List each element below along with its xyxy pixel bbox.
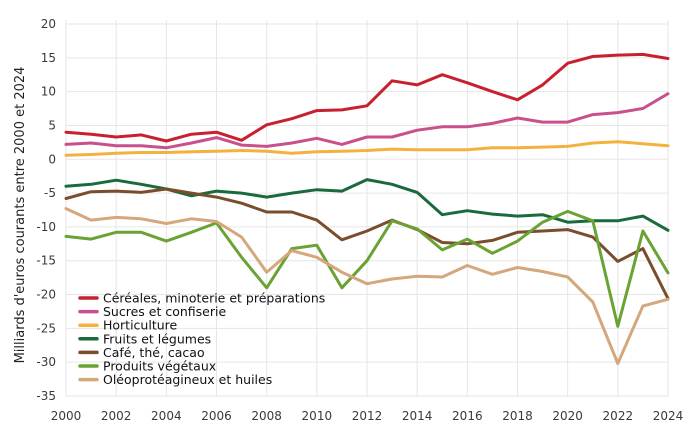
legend-label-cereales-minoterie-et-preparations: Céréales, minoterie et préparations <box>103 291 325 306</box>
y-axis-label: Milliards d'euros courants entre 2000 et… <box>13 67 28 364</box>
legend-label-cafe-the-cacao: Café, thé, cacao <box>103 345 205 360</box>
x-tick-label: 2008 <box>251 409 282 423</box>
series-lines <box>64 52 670 365</box>
series-line-cereales-minoterie-et-preparations <box>64 52 670 143</box>
x-tick-label: 2010 <box>302 409 333 423</box>
x-tick-label: 2016 <box>452 409 483 423</box>
legend: Céréales, minoterie et préparationsSucre… <box>78 291 325 387</box>
x-tick-label: 2006 <box>201 409 232 423</box>
x-tick-label: 2020 <box>552 409 583 423</box>
legend-label-oleoproteagineux-et-huiles: Oléoprotéagineux et huiles <box>103 372 272 387</box>
y-tick-label: 15 <box>41 51 56 65</box>
y-tick-label: -5 <box>44 186 56 200</box>
legend-label-horticulture: Horticulture <box>103 318 178 333</box>
y-tick-label: 0 <box>48 152 56 166</box>
y-tick-label: -15 <box>36 254 56 268</box>
x-tick-label: 2024 <box>653 409 684 423</box>
x-tick-label: 2000 <box>51 409 82 423</box>
y-tick-label: -35 <box>36 389 56 403</box>
series-line-oleoproteagineux-et-huiles <box>64 207 670 365</box>
y-tick-label: -10 <box>36 220 56 234</box>
x-tick-label: 2002 <box>101 409 132 423</box>
legend-label-sucres-et-confiserie: Sucres et confiserie <box>103 304 226 319</box>
y-tick-label: 5 <box>48 118 56 132</box>
y-tick-label: 10 <box>41 85 56 99</box>
y-tick-label: 20 <box>41 17 56 31</box>
legend-label-produits-vegetaux: Produits végétaux <box>103 359 216 374</box>
y-tick-label: -20 <box>36 288 56 302</box>
x-tick-label: 2014 <box>402 409 433 423</box>
y-tick-label: -25 <box>36 321 56 335</box>
x-tick-label: 2004 <box>151 409 182 423</box>
series-line-horticulture <box>64 140 670 157</box>
legend-label-fruits-et-legumes: Fruits et légumes <box>103 331 211 346</box>
y-tick-label: -30 <box>36 355 56 369</box>
x-axis-ticks: 2000 2002 2004 2006 2008 2010 2012 2014 2016 2018… <box>51 409 684 423</box>
y-axis-ticks: 20 15 10 5 0 -5 -10 -15 -20 -25 -30 -35 <box>36 17 56 403</box>
x-tick-label: 2022 <box>603 409 634 423</box>
x-tick-label: 2018 <box>502 409 533 423</box>
series-line-produits-vegetaux <box>64 209 670 328</box>
x-tick-label: 2012 <box>352 409 383 423</box>
series-line-cafe-the-cacao <box>64 187 670 301</box>
series-line-sucres-et-confiserie <box>64 92 670 150</box>
